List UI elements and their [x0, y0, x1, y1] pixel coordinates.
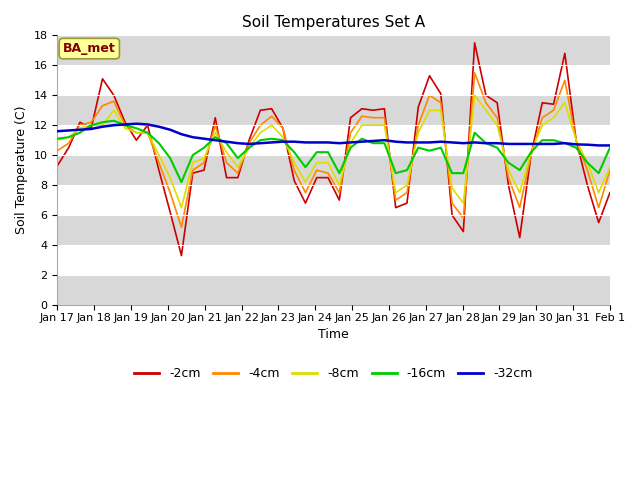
Legend: -2cm, -4cm, -8cm, -16cm, -32cm: -2cm, -4cm, -8cm, -16cm, -32cm	[129, 362, 538, 385]
Bar	[58, 215, 610, 245]
Y-axis label: Soil Temperature (C): Soil Temperature (C)	[15, 106, 28, 234]
Text: BA_met: BA_met	[63, 42, 116, 55]
Bar	[58, 155, 610, 185]
Bar	[58, 275, 610, 305]
X-axis label: Time: Time	[318, 328, 349, 341]
Bar	[58, 36, 610, 65]
Title: Soil Temperatures Set A: Soil Temperatures Set A	[242, 15, 425, 30]
Bar	[58, 95, 610, 125]
